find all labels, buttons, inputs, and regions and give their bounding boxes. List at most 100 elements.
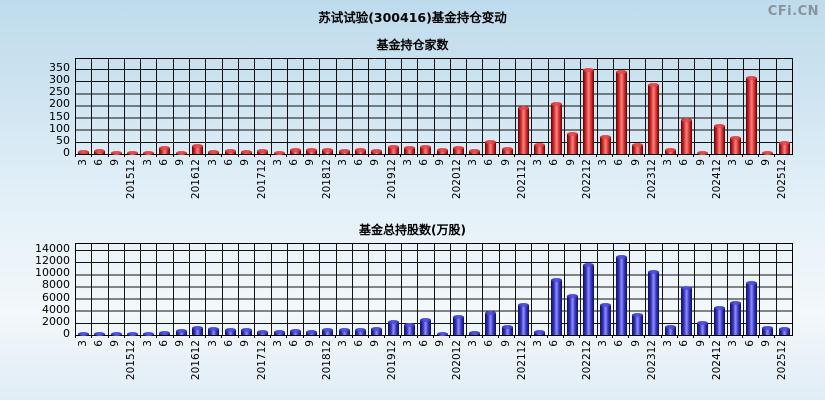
x-tick [156, 154, 172, 157]
x-tick [351, 335, 368, 338]
bar-top-cap [257, 329, 269, 334]
x-label-cell: 3 [75, 340, 91, 347]
x-tick [367, 154, 384, 157]
x-label-cell: 3 [205, 159, 221, 166]
bar-2016-3 [143, 150, 155, 155]
bar-top-cap [746, 281, 758, 286]
bar-top-cap [257, 148, 269, 153]
bar-top-cap [208, 150, 220, 155]
bar-top-cap [583, 262, 595, 267]
bar-top-cap [583, 68, 595, 73]
x-tick-label: 3 [336, 159, 349, 166]
x-label-cell: 9 [108, 340, 124, 347]
x-label-cell: 3 [400, 159, 416, 166]
x-label-cell: 3 [726, 159, 742, 166]
bar-top-cap [697, 150, 709, 155]
x-tick-label: 202012 [450, 159, 463, 200]
bar-top-cap [159, 331, 171, 336]
bar-top-cap [306, 329, 318, 334]
x-label-cell: 3 [465, 159, 481, 166]
bar-top-cap [240, 150, 252, 155]
grid-slot [417, 59, 433, 154]
grid-slot [384, 244, 401, 335]
x-tick [709, 154, 725, 157]
bar-top-cap [338, 327, 350, 332]
x-tick [270, 154, 286, 157]
x-tick [107, 335, 124, 338]
grid-slot [254, 59, 270, 154]
bar-2019-6 [355, 148, 367, 154]
bar-top-cap [729, 136, 741, 141]
x-label-cell: 9 [498, 159, 514, 166]
x-label-cell: 6 [286, 159, 302, 166]
x-tick [205, 154, 221, 157]
x-tick [270, 335, 286, 338]
x-tick-label: 9 [109, 159, 122, 166]
x-tick-label: 9 [564, 340, 577, 347]
bar-top-cap [469, 331, 481, 336]
x-tick [628, 154, 644, 157]
grid-slot [221, 59, 238, 154]
x-tick-label: 9 [369, 159, 382, 166]
bar-2016-3 [143, 331, 155, 336]
grid-slot [547, 244, 564, 335]
y-tick-label: 0 [63, 146, 70, 159]
bar-2017-3 [208, 327, 220, 335]
x-label-cell: 6 [612, 340, 628, 347]
bar-2015-6 [94, 331, 106, 336]
bar-top-cap [762, 150, 774, 155]
bar-2020-6 [420, 317, 432, 335]
x-tick [465, 335, 481, 338]
grid-slot [531, 59, 547, 154]
x-label-cell: 202312 [644, 340, 660, 380]
grid-slot [335, 59, 352, 154]
grid-slot [172, 59, 189, 155]
chart1-x-axis-labels: 3 6 9 201512 3 6 9 201612 3 6 9 201712 3 6 9 201812 3 6 9 2… [75, 159, 791, 205]
x-tick-label: 202312 [645, 340, 658, 381]
bar-top-cap [534, 329, 546, 334]
x-tick [774, 335, 790, 338]
x-tick [709, 335, 725, 338]
chart2-title: 基金总持股数(万股) [359, 223, 466, 237]
bar-top-cap [289, 147, 301, 152]
bar-top-cap [175, 150, 187, 155]
x-label-cell: 6 [742, 159, 758, 166]
y-tick-label: 12000 [35, 254, 70, 268]
x-tick-label: 9 [759, 159, 772, 166]
x-label-cell: 9 [628, 159, 644, 166]
x-tick-label: 202112 [515, 340, 528, 381]
bar-2021-6 [485, 310, 497, 335]
x-tick-label: 3 [597, 340, 610, 347]
x-label-cell: 9 [173, 159, 189, 166]
x-tick-label: 3 [76, 159, 89, 166]
x-tick-label: 9 [759, 340, 772, 347]
x-label-cell: 6 [547, 340, 563, 347]
bar-top-cap [452, 145, 464, 150]
bar-2017-12 [257, 148, 269, 154]
x-label-cell: 9 [368, 340, 384, 347]
x-tick [562, 154, 579, 157]
bar-2024-12 [713, 124, 725, 154]
x-tick [221, 154, 237, 157]
x-label-cell: 6 [221, 159, 237, 166]
bar-2023-9 [632, 142, 644, 154]
x-tick [188, 154, 205, 157]
bar-2025-3 [729, 300, 741, 335]
x-label-cell: 201912 [384, 340, 400, 380]
grid-slot [694, 59, 710, 155]
x-tick-label: 6 [157, 159, 170, 166]
bar-2016-12 [192, 325, 204, 335]
x-tick-label: 3 [206, 340, 219, 347]
bar-top-cap [550, 278, 562, 283]
x-label-cell: 9 [433, 159, 449, 166]
x-tick [318, 154, 335, 157]
bar-top-cap [778, 140, 790, 145]
x-tick [449, 335, 465, 338]
grid-slot [417, 244, 433, 335]
bar-2024-12 [713, 305, 725, 335]
bar-2024-9 [697, 321, 709, 335]
x-tick-label: 201812 [320, 340, 333, 381]
bar-top-cap [110, 331, 122, 336]
grid-slot [677, 59, 694, 154]
x-tick [693, 154, 709, 157]
